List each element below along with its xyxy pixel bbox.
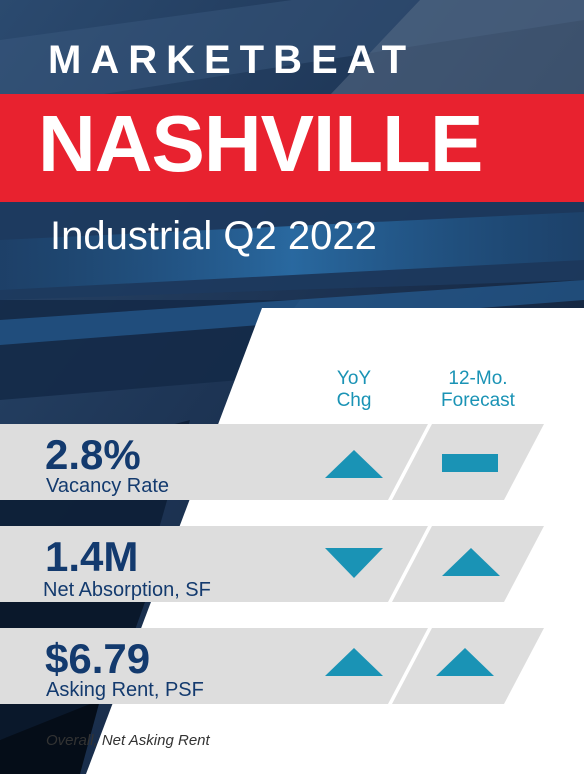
forecast-up-arrow-icon <box>442 548 500 576</box>
metric-label: Asking Rent, PSF <box>46 679 204 701</box>
metric-label: Vacancy Rate <box>46 475 170 497</box>
metric-label: Net Absorption, SF <box>43 579 211 601</box>
report-title: Industrial Q2 2022 <box>50 214 377 258</box>
metric-vacancy-rate: 2.8% Vacancy Rate <box>0 424 584 500</box>
city-name: NASHVILLE <box>38 99 483 188</box>
column-header-yoy: YoY Chg <box>314 368 394 412</box>
column-header-forecast: 12-Mo. Forecast <box>418 368 538 412</box>
brand-title: MARKETBEAT <box>48 38 416 82</box>
metric-value: 1.4M <box>45 533 139 580</box>
metric-net-absorption: 1.4M Net Absorption, SF <box>0 526 584 602</box>
metric-asking-rent: $6.79 Asking Rent, PSF <box>0 628 584 704</box>
forecast-flat-dash-icon <box>442 454 498 472</box>
column-header-forecast-line1: 12-Mo. <box>448 368 508 389</box>
column-header-forecast-line2: Forecast <box>441 390 515 411</box>
column-header-yoy-line1: YoY <box>336 368 372 389</box>
yoy-down-arrow-icon <box>325 548 383 578</box>
metric-value: $6.79 <box>45 635 151 682</box>
column-header-yoy-line2: Chg <box>336 390 372 411</box>
footnote: Overall, Net Asking Rent <box>46 732 210 749</box>
forecast-up-arrow-icon <box>436 648 494 676</box>
metric-value: 2.8% <box>45 431 141 478</box>
yoy-up-arrow-icon <box>325 450 383 478</box>
yoy-up-arrow-icon <box>325 648 383 676</box>
city-band <box>0 94 584 202</box>
